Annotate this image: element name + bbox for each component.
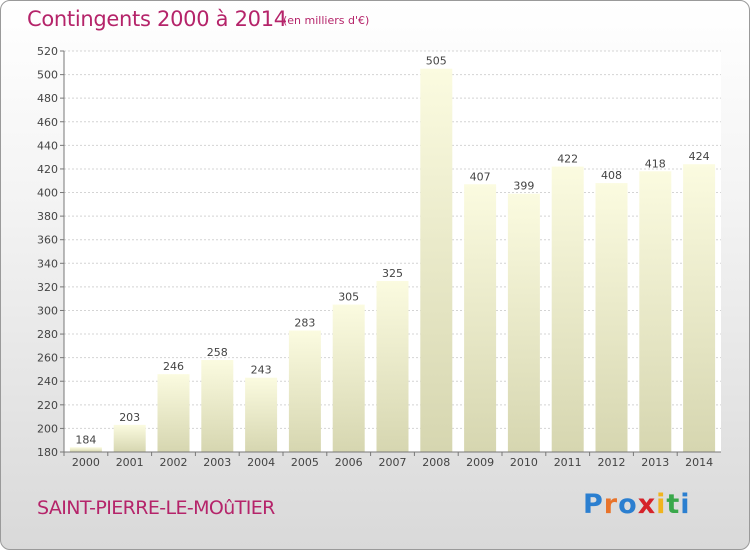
bar-value-label: 424 (689, 150, 710, 163)
y-tick-label: 420 (37, 163, 58, 176)
logo-letter: i (656, 489, 667, 520)
bar-2010 (507, 193, 540, 453)
bar-value-label: 258 (207, 346, 228, 359)
bar-2000 (69, 447, 102, 452)
x-tick-label: 2000 (72, 456, 100, 469)
y-tick-label: 520 (37, 45, 58, 58)
y-tick-label: 340 (37, 257, 58, 270)
bar-2001 (113, 424, 146, 452)
bar-2004 (245, 377, 278, 452)
logo-letter: t (666, 489, 681, 520)
bar-2008 (420, 68, 453, 453)
bar-2007 (376, 280, 409, 452)
x-tick-label: 2012 (598, 456, 626, 469)
bar-2012 (595, 183, 628, 452)
x-tick-label: 2009 (466, 456, 494, 469)
bar-2002 (157, 374, 190, 452)
bar-value-label: 399 (513, 180, 534, 193)
y-tick-label: 280 (37, 328, 58, 341)
bar-value-label: 184 (75, 433, 96, 446)
x-tick-label: 2010 (510, 456, 538, 469)
logo-letter: x (637, 489, 657, 520)
y-tick-label: 200 (37, 422, 58, 435)
axes-group: 180 200 220 240 260 280 300 320 340 360 380 400 420 4… (37, 45, 721, 469)
y-tick-label: 500 (37, 69, 58, 82)
x-tick-label: 2003 (203, 456, 231, 469)
x-tick-label: 2005 (291, 456, 319, 469)
y-tick-label: 360 (37, 234, 58, 247)
bar-value-label: 305 (338, 291, 359, 304)
bar-2014 (683, 164, 716, 453)
bars-group: 184 203 246 258 243 283 305 325 505 407 399 422 408 4… (69, 55, 716, 453)
y-tick-label: 460 (37, 116, 58, 129)
chart-subtitle: (en milliers d'€) (283, 14, 370, 27)
y-tick-label: 180 (37, 446, 58, 459)
logo-letter: o (618, 489, 638, 520)
bar-value-label: 407 (470, 170, 491, 183)
bar-2011 (551, 166, 584, 453)
bar-value-label: 243 (251, 364, 272, 377)
bar-value-label: 418 (645, 157, 666, 170)
y-tick-label: 400 (37, 187, 58, 200)
bar-2005 (288, 330, 321, 452)
logo-letter: i (680, 489, 691, 520)
y-tick-label: 380 (37, 210, 58, 223)
bar-value-label: 422 (557, 153, 578, 166)
y-tick-label: 260 (37, 352, 58, 365)
x-tick-label: 2011 (554, 456, 582, 469)
y-tick-label: 480 (37, 92, 58, 105)
bar-value-label: 408 (601, 169, 622, 182)
bar-2009 (464, 184, 497, 452)
x-tick-label: 2013 (641, 456, 669, 469)
x-tick-label: 2006 (335, 456, 363, 469)
y-tick-label: 320 (37, 281, 58, 294)
bar-value-label: 325 (382, 267, 403, 280)
chart-title: Contingents 2000 à 2014 (27, 7, 287, 31)
y-tick-label: 440 (37, 139, 58, 152)
logo-letter: P (583, 489, 604, 520)
proxiti-logo: Proxiti (583, 489, 691, 520)
bar-2003 (201, 360, 234, 452)
bar-value-label: 505 (426, 55, 447, 68)
x-tick-label: 2008 (422, 456, 450, 469)
logo-letter: r (603, 489, 619, 520)
x-tick-label: 2004 (247, 456, 275, 469)
bar-2006 (332, 304, 365, 452)
bar-value-label: 283 (294, 317, 315, 330)
y-tick-label: 220 (37, 399, 58, 412)
bar-value-label: 203 (119, 411, 140, 424)
x-tick-label: 2002 (160, 456, 188, 469)
y-tick-label: 240 (37, 375, 58, 388)
y-tick-label: 300 (37, 304, 58, 317)
x-tick-label: 2001 (116, 456, 144, 469)
commune-name: SAINT-PIERRE-LE-MOûTIER (37, 497, 275, 519)
bar-value-label: 246 (163, 360, 184, 373)
x-tick-label: 2007 (379, 456, 407, 469)
bar-2013 (639, 171, 672, 453)
x-tick-label: 2014 (685, 456, 713, 469)
